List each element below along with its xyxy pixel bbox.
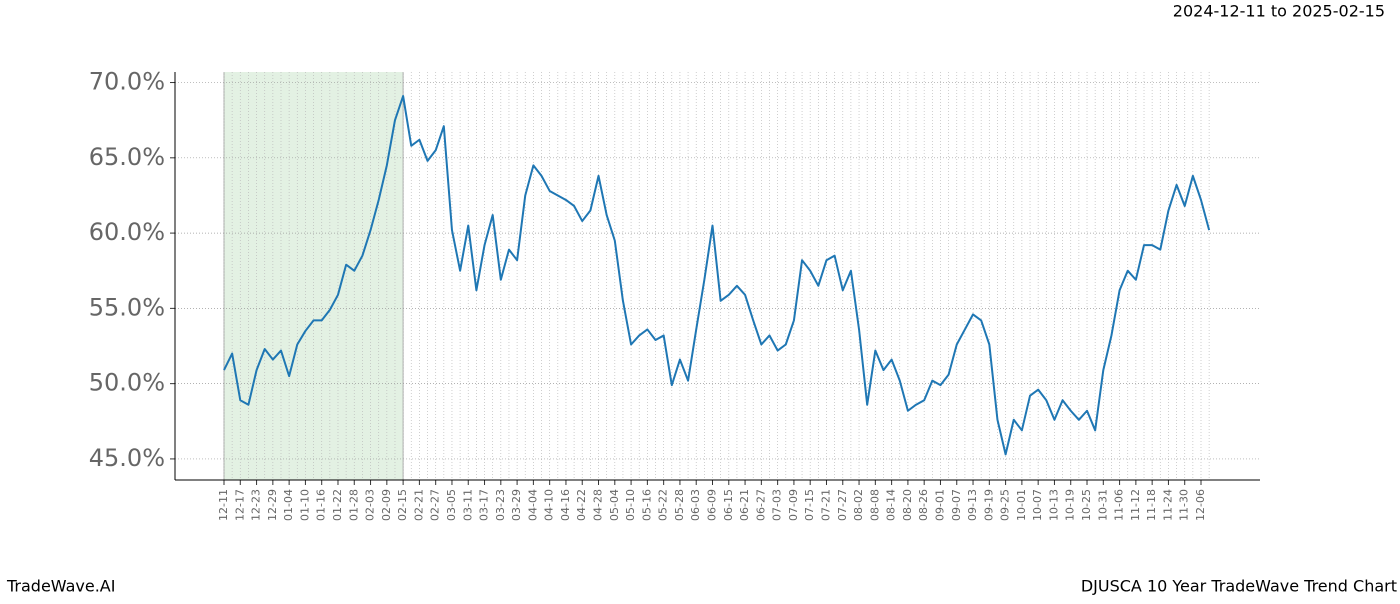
x-tick-label: 07-27: [836, 489, 849, 521]
x-tick-label: 04-16: [559, 489, 572, 521]
x-tick-label: 02-09: [380, 489, 393, 521]
x-tick-label: 03-17: [478, 489, 491, 521]
x-tick-label: 06-09: [706, 489, 719, 521]
x-tick-label: 03-05: [445, 489, 458, 521]
x-tick-label: 10-01: [1015, 489, 1028, 521]
x-tick-label: 08-02: [852, 489, 865, 521]
x-tick-label: 04-10: [543, 489, 556, 521]
x-tick-label: 07-21: [819, 489, 832, 521]
x-tick-label: 02-15: [396, 489, 409, 521]
x-tick-label: 02-21: [412, 489, 425, 521]
x-tick-label: 09-25: [999, 489, 1012, 521]
x-tick-label: 03-29: [510, 489, 523, 521]
chart-subtitle: 2024-12-11 to 2025-02-15: [1173, 2, 1385, 21]
x-tick-label: 01-22: [331, 489, 344, 521]
x-tick-label: 01-04: [282, 489, 295, 521]
x-tick-label: 01-16: [315, 489, 328, 521]
y-tick-label: 60.0%: [89, 218, 165, 246]
x-tick-label: 12-17: [233, 489, 246, 521]
x-tick-label: 02-03: [364, 489, 377, 521]
chart-title: DJUSCA 10 Year TradeWave Trend Chart: [1081, 577, 1397, 596]
x-tick-label: 06-27: [754, 489, 767, 521]
y-tick-label: 45.0%: [89, 444, 165, 472]
x-tick-label: 01-10: [298, 489, 311, 521]
x-tick-label: 03-23: [494, 489, 507, 521]
x-tick-label: 01-28: [347, 489, 360, 521]
watermark: TradeWave.AI: [6, 577, 115, 596]
x-tick-label: 03-11: [461, 489, 474, 521]
y-tick-label: 55.0%: [89, 293, 165, 321]
x-tick-label: 05-28: [673, 489, 686, 521]
x-tick-label: 08-14: [885, 489, 898, 521]
x-tick-label: 10-31: [1096, 489, 1109, 521]
trend-line: [223, 95, 1211, 456]
x-tick-label: 04-22: [575, 489, 588, 521]
x-tick-label: 12-06: [1194, 489, 1207, 521]
x-tick-label: 11-06: [1113, 489, 1126, 521]
x-tick-label: 06-03: [689, 489, 702, 521]
x-tick-label: 10-07: [1031, 489, 1044, 521]
x-tick-label: 11-24: [1161, 489, 1174, 521]
x-tick-label: 12-11: [217, 489, 230, 521]
x-tick-label: 04-04: [526, 489, 539, 521]
x-tick-label: 07-03: [771, 489, 784, 521]
x-tick-label: 05-04: [608, 489, 621, 521]
x-tick-label: 12-29: [266, 489, 279, 521]
x-tick-label: 11-30: [1178, 489, 1191, 521]
x-tick-label: 08-08: [868, 489, 881, 521]
x-tick-label: 09-01: [933, 489, 946, 521]
y-tick-label: 50.0%: [89, 369, 165, 397]
x-tick-label: 07-09: [787, 489, 800, 521]
x-tick-label: 10-13: [1047, 489, 1060, 521]
x-tick-label: 09-07: [950, 489, 963, 521]
y-tick-label: 65.0%: [89, 143, 165, 171]
x-tick-label: 09-19: [982, 489, 995, 521]
x-tick-label: 09-13: [966, 489, 979, 521]
x-tick-label: 07-15: [803, 489, 816, 521]
x-tick-label: 06-15: [722, 489, 735, 521]
x-tick-label: 12-23: [250, 489, 263, 521]
x-tick-label: 10-25: [1080, 489, 1093, 521]
x-tick-label: 06-21: [738, 489, 751, 521]
x-tick-label: 11-12: [1129, 489, 1142, 521]
x-tick-label: 04-28: [592, 489, 605, 521]
x-tick-label: 11-18: [1145, 489, 1158, 521]
y-tick-label: 70.0%: [89, 68, 165, 96]
x-tick-label: 10-19: [1064, 489, 1077, 521]
x-tick-label: 05-10: [624, 489, 637, 521]
x-tick-label: 05-16: [640, 489, 653, 521]
x-tick-label: 05-22: [657, 489, 670, 521]
x-tick-label: 08-26: [917, 489, 930, 521]
x-tick-label: 08-20: [901, 489, 914, 521]
x-tick-label: 02-27: [429, 489, 442, 521]
